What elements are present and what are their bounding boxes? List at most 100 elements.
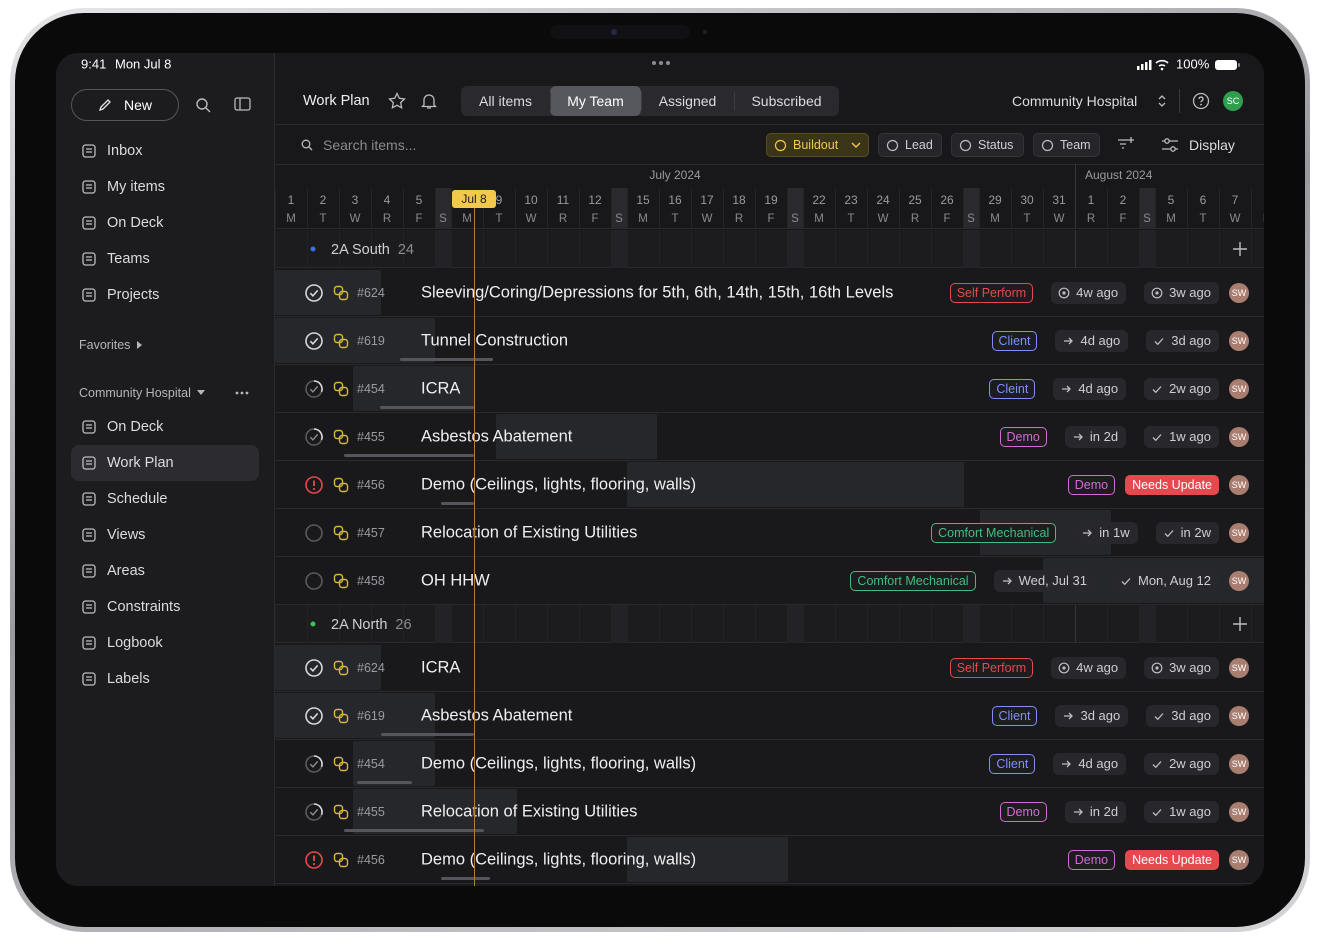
- nav-item[interactable]: Schedule: [71, 481, 259, 517]
- work-item-row[interactable]: #455 Asbestos Abatement Demo in 2d 1w ago SW: [275, 413, 1264, 461]
- tag[interactable]: Comfort Mechanical: [850, 570, 976, 591]
- display-icon[interactable]: [1161, 137, 1179, 153]
- assignee-avatar[interactable]: SW: [1229, 378, 1249, 399]
- nav-item[interactable]: My items: [71, 169, 259, 205]
- start-date[interactable]: 4d ago: [1053, 752, 1127, 775]
- assignee-avatar[interactable]: SW: [1229, 705, 1249, 726]
- tag[interactable]: Demo: [1067, 474, 1116, 495]
- work-item-row[interactable]: #456 Demo (Ceilings, lights, flooring, wa…: [275, 836, 1264, 884]
- work-item-row[interactable]: #456 Demo (Ceilings, lights, flooring, wa…: [275, 461, 1264, 509]
- end-date[interactable]: 3d ago: [1146, 704, 1219, 727]
- sidebar-toggle[interactable]: [234, 97, 251, 112]
- tag[interactable]: Demo: [999, 801, 1047, 822]
- star-button[interactable]: [388, 92, 406, 110]
- nav-item[interactable]: Areas: [71, 553, 259, 589]
- tab[interactable]: Assigned: [658, 93, 717, 109]
- start-date[interactable]: 4d ago: [1055, 329, 1129, 352]
- display-button[interactable]: Display: [1189, 137, 1235, 153]
- nav-item[interactable]: Logbook: [71, 625, 259, 661]
- assignee-avatar[interactable]: SW: [1229, 474, 1249, 495]
- new-button[interactable]: New: [71, 89, 179, 121]
- nav-item[interactable]: Teams: [71, 241, 259, 277]
- assignee-avatar[interactable]: SW: [1229, 801, 1249, 822]
- end-date[interactable]: 1w ago: [1144, 800, 1219, 823]
- project-name[interactable]: Community Hospital: [1012, 93, 1138, 109]
- nav-icon-part: [86, 148, 92, 153]
- tag[interactable]: Self Perform: [949, 657, 1034, 678]
- workspace-heading[interactable]: Community Hospital: [79, 386, 191, 400]
- nav-item[interactable]: Constraints: [71, 589, 259, 625]
- user-avatar[interactable]: SC: [1223, 91, 1243, 111]
- assignee-avatar[interactable]: SW: [1229, 570, 1249, 591]
- tag[interactable]: Client: [989, 753, 1036, 774]
- group-header[interactable]: 2A South 24: [275, 230, 1264, 268]
- nav-item[interactable]: Work Plan: [71, 445, 259, 481]
- nav-item[interactable]: Labels: [71, 661, 259, 697]
- search-icon[interactable]: [195, 97, 211, 113]
- work-item-row[interactable]: #619 Tunnel Construction Client 4d ago 3d ag…: [275, 317, 1264, 365]
- link-icon: [333, 852, 349, 868]
- bell-button[interactable]: [420, 92, 438, 110]
- work-item-row[interactable]: #624 Sleeving/Coring/Depressions for 5th,…: [275, 269, 1264, 317]
- tag[interactable]: Demo: [999, 426, 1047, 447]
- end-date[interactable]: 2w ago: [1144, 377, 1219, 400]
- end-date[interactable]: in 2w: [1155, 521, 1219, 544]
- status-icon-part: [309, 337, 319, 345]
- work-item-row[interactable]: #455 Relocation of Existing Utilities Demo…: [275, 788, 1264, 836]
- filter-chip[interactable]: Buildout: [766, 133, 869, 157]
- work-item-row[interactable]: #454 Demo (Ceilings, lights, flooring, wa…: [275, 740, 1264, 788]
- tag[interactable]: Needs Update: [1125, 849, 1219, 870]
- tab[interactable]: My Team: [550, 86, 641, 116]
- filter-chip[interactable]: Status: [951, 133, 1024, 157]
- group-header[interactable]: 2A North 26: [275, 605, 1264, 643]
- tab[interactable]: Subscribed: [751, 93, 822, 109]
- start-date[interactable]: in 2d: [1064, 425, 1127, 448]
- end-date[interactable]: 1w ago: [1144, 425, 1219, 448]
- tag[interactable]: Comfort Mechanical: [931, 522, 1057, 543]
- tag[interactable]: Self Perform: [949, 282, 1034, 303]
- assignee-avatar[interactable]: SW: [1229, 282, 1249, 303]
- assignee-avatar[interactable]: SW: [1229, 753, 1249, 774]
- start-date[interactable]: Wed, Jul 31: [993, 569, 1095, 592]
- workspace-menu[interactable]: [234, 389, 250, 397]
- nav-item[interactable]: On Deck: [71, 409, 259, 445]
- start-date[interactable]: 4w ago: [1051, 656, 1127, 679]
- tag[interactable]: Cleint: [989, 378, 1036, 399]
- start-date[interactable]: in 1w: [1074, 521, 1138, 544]
- tag[interactable]: Client: [991, 330, 1038, 351]
- assignee-avatar[interactable]: SW: [1229, 426, 1249, 447]
- start-date[interactable]: in 2d: [1064, 800, 1127, 823]
- filter-chip[interactable]: Lead: [878, 133, 942, 157]
- search-input[interactable]: Search items...: [323, 137, 417, 153]
- filter-chip[interactable]: Team: [1033, 133, 1100, 157]
- nav-item[interactable]: Inbox: [71, 133, 259, 169]
- end-date[interactable]: Mon, Aug 12: [1113, 569, 1219, 592]
- start-date[interactable]: 4d ago: [1053, 377, 1127, 400]
- filter-icon-part: [886, 139, 899, 152]
- tag[interactable]: Client: [991, 705, 1038, 726]
- end-date[interactable]: 2w ago: [1144, 752, 1219, 775]
- end-date[interactable]: 3w ago: [1144, 656, 1219, 679]
- end-date[interactable]: 3w ago: [1144, 281, 1219, 304]
- nav-item[interactable]: On Deck: [71, 205, 259, 241]
- assignee-avatar[interactable]: SW: [1229, 522, 1249, 543]
- tag[interactable]: Demo: [1067, 849, 1116, 870]
- start-date[interactable]: 4w ago: [1051, 281, 1127, 304]
- nav-item[interactable]: Projects: [71, 277, 259, 313]
- favorites-heading[interactable]: Favorites: [79, 338, 131, 352]
- work-item-row[interactable]: #458 OH HHW Comfort Mechanical Wed, Jul 31 M…: [275, 557, 1264, 605]
- start-date[interactable]: 3d ago: [1055, 704, 1129, 727]
- tag[interactable]: Needs Update: [1125, 474, 1219, 495]
- work-item-row[interactable]: #454 ICRA Cleint 4d ago 2w ago SW: [275, 365, 1264, 413]
- help-button[interactable]: [1192, 92, 1210, 110]
- work-item-row[interactable]: #624 ICRA Self Perform 4w ago 3w ago SW: [275, 644, 1264, 692]
- assignee-avatar[interactable]: SW: [1229, 849, 1249, 870]
- work-item-row[interactable]: #619 Asbestos Abatement Client 3d ago 3d ago…: [275, 692, 1264, 740]
- nav-item[interactable]: Views: [71, 517, 259, 553]
- filter-add-button[interactable]: [1117, 136, 1135, 152]
- tab[interactable]: All items: [479, 93, 532, 109]
- end-date[interactable]: 3d ago: [1146, 329, 1219, 352]
- assignee-avatar[interactable]: SW: [1229, 330, 1249, 351]
- work-item-row[interactable]: #457 Relocation of Existing Utilities Comf…: [275, 509, 1264, 557]
- assignee-avatar[interactable]: SW: [1229, 657, 1249, 678]
